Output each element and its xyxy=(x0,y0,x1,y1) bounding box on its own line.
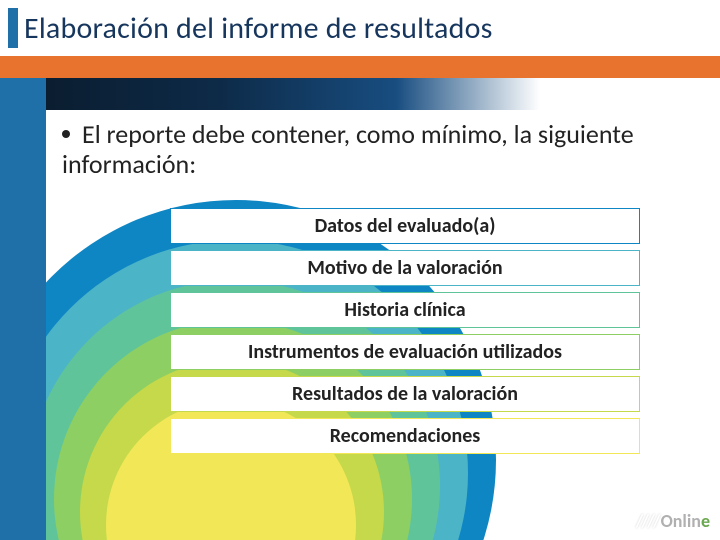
content-area: El reporte debe contener, como mínimo, l… xyxy=(62,120,692,192)
brand-suffix: e xyxy=(701,510,710,532)
title-accent xyxy=(8,8,18,48)
slashes-icon: //// xyxy=(636,510,659,532)
list-item: Motivo de la valoración xyxy=(170,250,640,286)
list-item: Datos del evaluado(a) xyxy=(170,208,640,244)
slide-title: Elaboración del informe de resultados xyxy=(24,10,493,47)
list-item: Resultados de la valoración xyxy=(170,376,640,412)
items-list: Datos del evaluado(a) Motivo de la valora… xyxy=(170,208,640,460)
lead-paragraph: El reporte debe contener, como mínimo, l… xyxy=(62,120,692,180)
bullet-icon xyxy=(62,130,70,138)
lead-text: El reporte debe contener, como mínimo, l… xyxy=(62,118,634,180)
title-bar: Elaboración del informe de resultados xyxy=(0,0,720,56)
brand-prefix: Onlin xyxy=(661,510,701,532)
slide: Elaboración del informe de resultados El… xyxy=(0,0,720,540)
list-item: Recomendaciones xyxy=(170,418,640,454)
gradient-band xyxy=(0,78,720,110)
footer-brand: //// Online xyxy=(636,510,710,532)
left-column xyxy=(0,78,46,540)
list-item: Historia clínica xyxy=(170,292,640,328)
brand-text: Online xyxy=(661,510,710,532)
list-item: Instrumentos de evaluación utilizados xyxy=(170,334,640,370)
orange-band xyxy=(0,56,720,78)
